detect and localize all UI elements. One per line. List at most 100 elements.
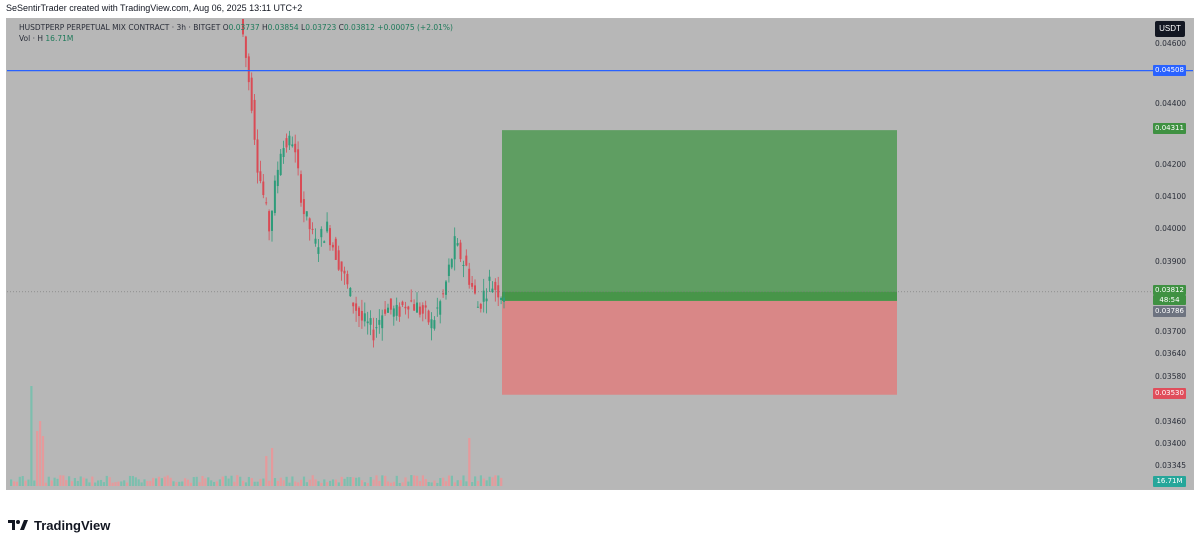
volume-bar xyxy=(491,477,494,486)
candle-body xyxy=(462,264,465,266)
symbol-legend: HUSDTPERP PERPETUAL MIX CONTRACT · 3h · … xyxy=(19,23,453,32)
candle-body xyxy=(447,264,450,277)
volume-bar xyxy=(172,481,175,486)
volume-bar xyxy=(62,475,65,486)
chart-panel[interactable]: 0.04600 0.04400 0.04200 0.04100 0.04000 0.039… xyxy=(6,18,1194,490)
volume-bar xyxy=(389,482,393,486)
volume-bar xyxy=(314,479,317,486)
volume-bar xyxy=(137,479,140,486)
volume-bar xyxy=(195,476,198,486)
candle-body xyxy=(479,303,482,309)
candle-body xyxy=(474,285,476,294)
volume-bar xyxy=(378,480,381,486)
volume-bar xyxy=(340,476,343,486)
volume-bar xyxy=(131,475,134,486)
y-tick-label: 0.04200 xyxy=(1155,160,1186,169)
candle-body xyxy=(384,309,387,314)
volume-bar xyxy=(169,477,172,486)
volume-bar xyxy=(155,478,158,486)
candle-body xyxy=(297,149,300,169)
volume-bar xyxy=(450,475,453,486)
volume-bar xyxy=(262,478,265,486)
volume-bar xyxy=(247,476,250,486)
candle-body xyxy=(259,171,262,182)
candle-body xyxy=(360,310,363,321)
volume-bar xyxy=(91,476,94,486)
volume-bar xyxy=(482,478,485,486)
tradingview-logo[interactable]: TradingView xyxy=(8,516,110,534)
candle-body xyxy=(395,304,398,316)
volume-bar xyxy=(326,482,329,486)
volume-value: 16.71M xyxy=(45,34,74,43)
volume-bar xyxy=(358,477,361,486)
volume-bar xyxy=(413,475,416,486)
volume-bar xyxy=(279,477,282,486)
candle-body xyxy=(424,305,427,308)
candle-body xyxy=(346,273,349,285)
volume-bar xyxy=(320,482,323,486)
volume-bar xyxy=(433,480,436,486)
volume-bar xyxy=(68,476,71,486)
candles xyxy=(242,19,505,348)
candle-body xyxy=(311,228,314,230)
volume-bar xyxy=(253,481,256,486)
y-tick-label: 0.03580 xyxy=(1155,372,1186,381)
volume-bar xyxy=(500,477,503,486)
volume-bar xyxy=(474,476,477,486)
candle-body xyxy=(337,250,340,270)
open-value: 0.03737 xyxy=(228,23,260,32)
candle-body xyxy=(375,327,378,329)
position-zones xyxy=(502,130,897,395)
candle-body xyxy=(302,199,305,215)
candle-body xyxy=(488,276,491,281)
candle-body xyxy=(445,281,447,295)
candle-body xyxy=(430,319,433,329)
watermark-header: SeSentirTrader created with TradingView.… xyxy=(6,3,303,13)
volume-bar xyxy=(456,480,459,486)
close-value: 0.03812 xyxy=(343,23,375,32)
candle-body xyxy=(471,283,474,287)
volume-bar xyxy=(230,475,233,486)
volume-bar xyxy=(476,481,480,486)
volume-bar xyxy=(218,479,221,486)
candle-body xyxy=(482,290,485,302)
candle-body xyxy=(494,281,497,290)
volume-bar xyxy=(384,475,387,486)
volume-bar xyxy=(387,481,390,486)
y-tick-label: 0.03900 xyxy=(1155,257,1186,266)
volume-bar xyxy=(471,482,474,486)
candle-body xyxy=(253,99,256,140)
candle-body xyxy=(331,244,334,248)
take-profit-zone xyxy=(502,130,897,301)
volume-bar xyxy=(149,480,152,486)
candle-body xyxy=(500,297,503,301)
volume-bar xyxy=(366,482,369,486)
volume-bar xyxy=(73,477,76,486)
volume-bar xyxy=(430,482,433,486)
volume-bar xyxy=(355,477,358,486)
volume-bar xyxy=(259,478,262,486)
volume-bar xyxy=(233,481,236,486)
candle-body xyxy=(363,313,366,322)
volume-bars xyxy=(10,386,503,486)
volume-bar xyxy=(157,476,161,486)
candle-body xyxy=(256,139,259,173)
volume-bar xyxy=(427,482,430,486)
volume-bar xyxy=(273,478,277,486)
candle-body xyxy=(317,247,320,254)
volume-bar xyxy=(285,476,288,486)
currency-button[interactable]: USDT xyxy=(1155,21,1185,37)
chart-canvas[interactable]: 0.04600 0.04400 0.04200 0.04100 0.04000 0.039… xyxy=(7,19,1193,489)
volume-bar xyxy=(27,479,30,486)
horizontal-line-price-tag: 0.04508 xyxy=(1153,65,1186,76)
volume-bar xyxy=(41,436,45,486)
candle-body xyxy=(410,300,413,302)
candle-body xyxy=(320,228,323,238)
candle-body xyxy=(323,241,326,243)
candle-body xyxy=(247,56,250,83)
candle-body xyxy=(372,329,375,341)
volume-bar xyxy=(407,481,410,486)
y-tick-label: 0.03640 xyxy=(1155,349,1186,358)
volume-bar xyxy=(294,481,297,486)
volume-bar xyxy=(213,481,216,486)
